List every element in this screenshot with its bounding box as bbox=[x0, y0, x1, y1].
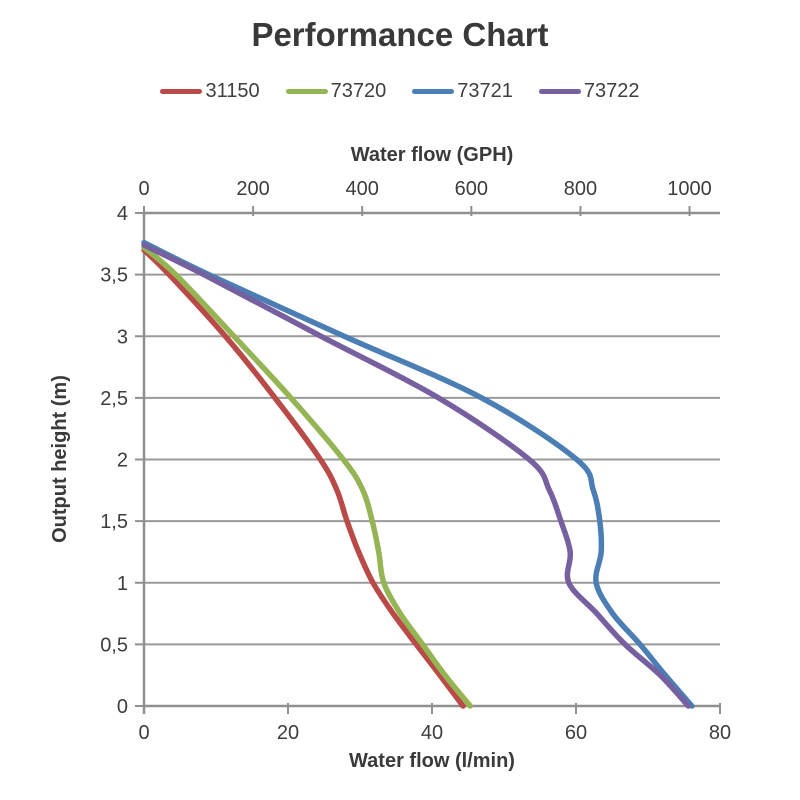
y-tick-label-1: 1 bbox=[117, 573, 128, 595]
y-tick-label-4: 4 bbox=[117, 203, 128, 225]
y-tick-label-0: 0 bbox=[117, 696, 128, 718]
y-tick-label-1.5: 1,5 bbox=[100, 511, 128, 533]
top-tick-label-800: 800 bbox=[564, 178, 597, 200]
y-tick-label-2.5: 2,5 bbox=[100, 388, 128, 410]
top-tick-label-1000: 1000 bbox=[667, 178, 712, 200]
top-tick-label-200: 200 bbox=[236, 178, 269, 200]
bottom-tick-label-0: 0 bbox=[138, 722, 149, 744]
legend-swatch-73720 bbox=[285, 89, 328, 94]
top-tick-label-0: 0 bbox=[138, 178, 149, 200]
legend: 31150 73720 73721 73722 bbox=[0, 80, 800, 103]
y-tick-label-3.5: 3,5 bbox=[100, 265, 128, 287]
legend-label-73722: 73722 bbox=[583, 80, 640, 102]
legend-item-73722: 73722 bbox=[538, 80, 640, 103]
legend-label-73720: 73720 bbox=[330, 80, 387, 102]
legend-item-73720: 73720 bbox=[285, 80, 387, 103]
series-line-73722 bbox=[141, 242, 692, 709]
y-tick-label-2: 2 bbox=[117, 450, 128, 472]
legend-swatch-31150 bbox=[160, 89, 203, 94]
bottom-tick-label-40: 40 bbox=[421, 722, 443, 744]
series-line-31150 bbox=[141, 247, 466, 709]
bottom-tick-label-20: 20 bbox=[277, 722, 299, 744]
top-tick-label-600: 600 bbox=[455, 178, 488, 200]
bottom-tick-label-80: 80 bbox=[709, 722, 731, 744]
bottom-axis-title: Water flow (l/min) bbox=[349, 750, 515, 772]
legend-swatch-73721 bbox=[412, 89, 455, 94]
top-tick-label-400: 400 bbox=[346, 178, 379, 200]
series-line-73721 bbox=[141, 239, 695, 709]
series-line-73720 bbox=[141, 244, 473, 709]
y-tick-label-3: 3 bbox=[117, 326, 128, 348]
top-axis-title: Water flow (GPH) bbox=[350, 144, 514, 166]
legend-swatch-73722 bbox=[538, 89, 581, 94]
chart-title: Performance Chart bbox=[251, 16, 549, 53]
legend-label-31150: 31150 bbox=[205, 80, 260, 102]
y-tick-label-0.5: 0,5 bbox=[100, 634, 128, 656]
bottom-tick-label-60: 60 bbox=[565, 722, 587, 744]
legend-item-73721: 73721 bbox=[412, 80, 513, 103]
legend-item-31150: 31150 bbox=[160, 80, 260, 103]
legend-label-73721: 73721 bbox=[457, 80, 513, 102]
